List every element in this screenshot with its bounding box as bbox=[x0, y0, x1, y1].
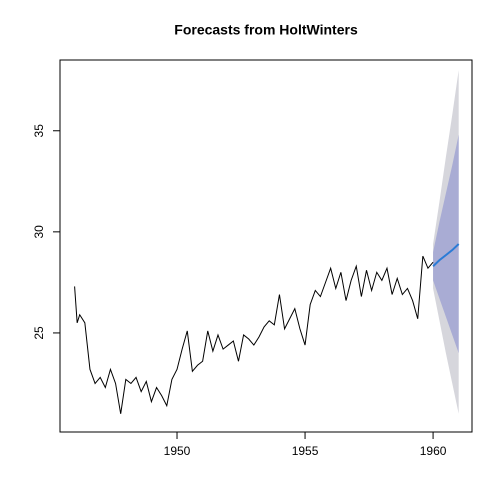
y-tick-label: 30 bbox=[32, 225, 46, 239]
x-tick-label: 1955 bbox=[292, 444, 319, 458]
prediction-interval bbox=[433, 134, 459, 354]
chart-title: Forecasts from HoltWinters bbox=[174, 22, 358, 38]
x-tick-label: 1960 bbox=[420, 444, 447, 458]
x-tick-label: 1950 bbox=[164, 444, 191, 458]
data-line bbox=[74, 255, 434, 414]
y-tick-label: 35 bbox=[32, 124, 46, 138]
forecast-line bbox=[432, 243, 460, 267]
y-tick-label: 25 bbox=[32, 326, 46, 340]
plot-frame bbox=[59, 59, 473, 433]
